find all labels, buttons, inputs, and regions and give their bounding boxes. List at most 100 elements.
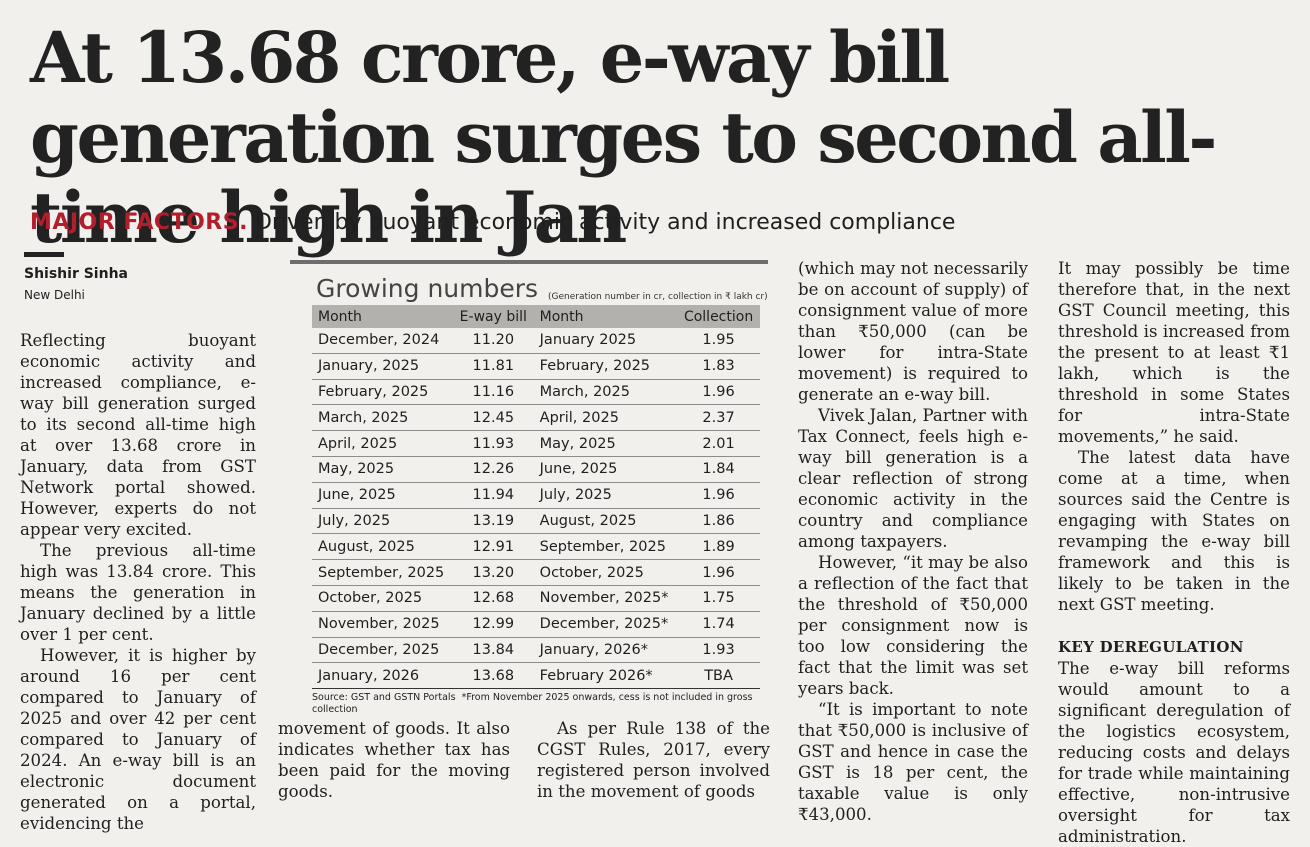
table-row: November, 2025 12.99 December, 2025* 1.74	[312, 611, 760, 638]
paragraph: movement of goods. It also indicates whe…	[278, 719, 510, 801]
article-column-2-right: As per Rule 138 of the CGST Rules, 2017,…	[537, 718, 770, 802]
table-row: October, 2025 12.68 November, 2025* 1.75	[312, 585, 760, 612]
row-collection: 1.83	[677, 353, 760, 380]
row-month-1: February, 2025	[312, 379, 453, 406]
row-month-2: May, 2025	[533, 430, 678, 457]
row-month-1: December, 2025	[312, 637, 453, 664]
byline-rule	[24, 252, 64, 257]
row-month-2: March, 2025	[533, 379, 678, 406]
header-month-1: Month	[312, 305, 453, 328]
table-row: March, 2025 12.45 April, 2025 2.37	[312, 404, 760, 432]
table-row: February, 2025 11.16 March, 2025 1.96	[312, 379, 760, 406]
table-row: April, 2025 11.93 May, 2025 2.01	[312, 430, 760, 457]
row-month-2: January 2025	[533, 328, 678, 354]
table-row: August, 2025 12.91 September, 2025 1.89	[312, 533, 760, 561]
table-footnote: *From November 2025 onwards, cess is not…	[312, 692, 753, 716]
row-collection: 1.75	[677, 585, 760, 612]
author-name: Shishir Sinha	[24, 266, 128, 282]
header-month-2: Month	[533, 305, 678, 328]
table-row: December, 2024 11.20 January 2025 1.95	[312, 328, 760, 354]
row-month-2: October, 2025	[533, 559, 678, 586]
paragraph: However, “it may be also a reflection of…	[798, 553, 1028, 698]
row-month-2: December, 2025*	[533, 611, 678, 638]
row-month-2: September, 2025	[533, 533, 678, 561]
row-month-1: September, 2025	[312, 559, 453, 586]
row-eway-bill: 11.93	[452, 430, 534, 457]
article-column-1: Reflecting buoyant economic activity and…	[20, 330, 256, 834]
article-column-3: (which may not necessarily be on account…	[798, 258, 1028, 825]
table-row: January, 2026 13.68 February 2026* TBA	[312, 662, 760, 690]
table-unit-note: (Generation number in cr, collection in …	[548, 292, 768, 302]
row-eway-bill: 12.45	[452, 404, 534, 432]
row-month-2: June, 2025	[533, 456, 678, 483]
paragraph: (which may not necessarily be on account…	[798, 259, 1028, 404]
row-month-1: July, 2025	[312, 508, 453, 535]
dateline: New Delhi	[24, 288, 85, 302]
row-collection: 1.95	[677, 328, 760, 354]
row-eway-bill: 13.19	[452, 508, 534, 535]
row-collection: 1.96	[677, 482, 760, 509]
subhead-kicker: MAJOR FACTORS.	[30, 210, 248, 235]
table-title: Growing numbers	[316, 274, 539, 303]
row-month-2: February 2026*	[533, 662, 678, 690]
row-eway-bill: 12.99	[452, 611, 534, 638]
row-collection: TBA	[677, 662, 760, 690]
row-month-1: June, 2025	[312, 482, 453, 509]
row-eway-bill: 11.16	[452, 379, 534, 406]
table-row: January, 2025 11.81 February, 2025 1.83	[312, 353, 760, 380]
row-month-2: November, 2025*	[533, 585, 678, 612]
row-collection: 1.84	[677, 456, 760, 483]
table-row: July, 2025 13.19 August, 2025 1.86	[312, 508, 760, 535]
table-row: June, 2025 11.94 July, 2025 1.96	[312, 482, 760, 509]
row-eway-bill: 13.84	[452, 637, 534, 664]
row-month-2: July, 2025	[533, 482, 678, 509]
row-collection: 1.86	[677, 508, 760, 535]
row-month-1: December, 2024	[312, 328, 453, 354]
row-collection: 2.37	[677, 404, 760, 432]
row-month-1: August, 2025	[312, 533, 453, 561]
row-eway-bill: 11.94	[452, 482, 534, 509]
row-month-2: January, 2026*	[533, 637, 678, 664]
paragraph: The previous all-time high was 13.84 cro…	[20, 541, 256, 644]
row-collection: 2.01	[677, 430, 760, 457]
row-month-2: April, 2025	[533, 404, 678, 432]
subhead-text: Driven by buoyant economic activity and …	[254, 210, 956, 235]
row-collection: 1.96	[677, 379, 760, 406]
headline: At 13.68 crore, e-way bill generation su…	[30, 16, 1217, 259]
table-header-row: Month E-way bill Month Collection	[312, 305, 760, 328]
row-month-1: April, 2025	[312, 430, 453, 457]
subhead: MAJOR FACTORS. Driven by buoyant economi…	[30, 210, 1290, 235]
section-heading: KEY DEREGULATION	[1058, 638, 1244, 656]
article-column-4: It may possibly be time therefore that, …	[1058, 258, 1290, 847]
byline: Shishir Sinha New Delhi	[24, 266, 128, 302]
row-collection: 1.93	[677, 637, 760, 664]
header-eway-bill: E-way bill	[452, 305, 534, 328]
row-eway-bill: 11.20	[452, 328, 534, 354]
row-eway-bill: 11.81	[452, 353, 534, 380]
table-source-text: Source: GST and GSTN Portals	[312, 692, 456, 704]
article-column-2-left: movement of goods. It also indicates whe…	[278, 718, 510, 802]
row-eway-bill: 12.91	[452, 533, 534, 561]
row-month-2: August, 2025	[533, 508, 678, 535]
row-collection: 1.74	[677, 611, 760, 638]
growing-numbers-table-box: Growing numbers (Generation number in cr…	[290, 260, 768, 716]
table-row: December, 2025 13.84 January, 2026* 1.93	[312, 637, 760, 664]
row-eway-bill: 13.68	[452, 662, 534, 690]
row-month-2: February, 2025	[533, 353, 678, 380]
row-month-1: October, 2025	[312, 585, 453, 612]
table-top-rule	[290, 260, 768, 264]
paragraph: Vivek Jalan, Partner with Tax Connect, f…	[798, 406, 1028, 551]
paragraph: The latest data have come at a time, whe…	[1058, 448, 1290, 614]
row-month-1: November, 2025	[312, 611, 453, 638]
table-source: Source: GST and GSTN Portals *From Novem…	[312, 692, 768, 716]
table-row: September, 2025 13.20 October, 2025 1.96	[312, 559, 760, 586]
paragraph: “It is important to note that ₹50,000 is…	[798, 700, 1028, 824]
paragraph: It may possibly be time therefore that, …	[1058, 259, 1290, 446]
row-eway-bill: 13.20	[452, 559, 534, 586]
header-collection: Collection	[677, 305, 760, 328]
row-eway-bill: 12.68	[452, 585, 534, 612]
table-row: May, 2025 12.26 June, 2025 1.84	[312, 456, 760, 483]
row-eway-bill: 12.26	[452, 456, 534, 483]
paragraph: The e-way bill reforms would amount to a…	[1058, 659, 1290, 846]
row-collection: 1.89	[677, 533, 760, 561]
